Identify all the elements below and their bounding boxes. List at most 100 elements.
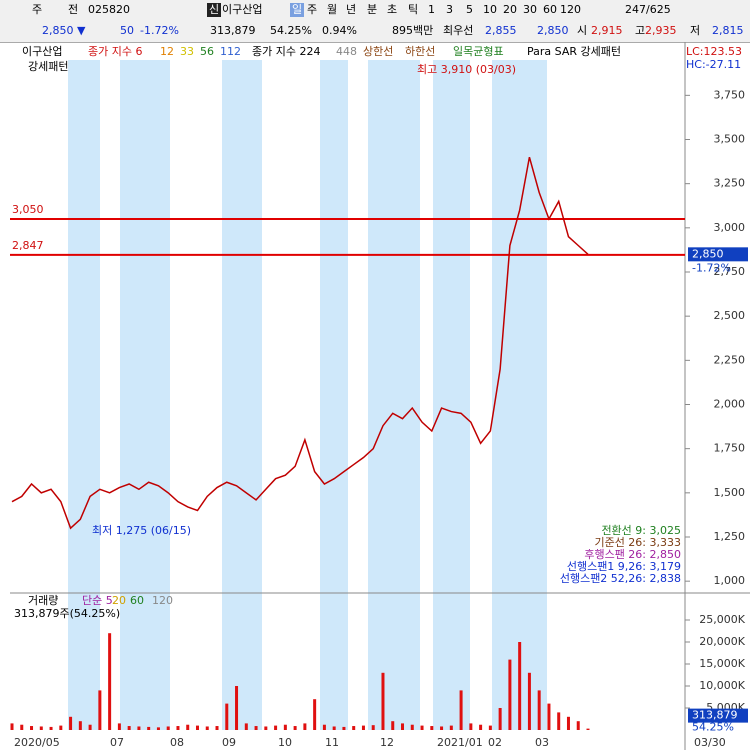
- volume-bar: [332, 726, 336, 730]
- volume-bar: [98, 690, 102, 730]
- y-tick-label: 25,000K: [699, 613, 745, 626]
- toolbar-item[interactable]: 1: [428, 3, 435, 16]
- volume-summary: 313,879주(54.25%): [14, 607, 120, 620]
- volume-bar: [88, 724, 92, 730]
- volume-bar: [352, 726, 356, 730]
- legend-item: 112: [220, 45, 241, 58]
- toolbar-item[interactable]: 30: [523, 3, 537, 16]
- y-tick-label: 15,000K: [699, 657, 745, 670]
- toolbar-item[interactable]: 20: [503, 3, 517, 16]
- legend-item: 하한선: [405, 45, 436, 58]
- top-bars: [0, 0, 750, 43]
- legend-item: 33: [180, 45, 194, 58]
- quote-field: 895백만: [392, 24, 434, 37]
- toolbar-item[interactable]: 247/625: [625, 3, 671, 16]
- y-tick-label: 1,500: [714, 486, 746, 499]
- current-price-label: 2,850: [692, 247, 724, 260]
- quote-field: 50: [120, 24, 134, 37]
- volume-bar: [586, 728, 590, 730]
- current-volume-box: [688, 708, 748, 723]
- y-tick-label: 2,500: [714, 309, 746, 322]
- y-tick-label: 10,000K: [699, 679, 745, 692]
- indicator-readout: 전환선 9: 3,025: [601, 524, 681, 537]
- toolbar-item[interactable]: 신: [207, 3, 222, 17]
- volume-bar: [274, 725, 278, 730]
- toolbar-item[interactable]: 025820: [88, 3, 130, 16]
- volume-bar: [283, 724, 287, 730]
- month-shading: [68, 60, 547, 730]
- legend-item: HC:-27.11: [686, 58, 742, 71]
- volume-bar: [440, 726, 444, 730]
- y-tick-label: 1,750: [714, 442, 746, 455]
- quote-field: 최우선: [443, 24, 474, 37]
- quote-field: 54.25%: [270, 24, 312, 37]
- volume-bar: [479, 724, 483, 730]
- volume-bar: [78, 721, 82, 730]
- change-label: -1.72%: [692, 261, 731, 274]
- volume-bar: [547, 703, 551, 730]
- toolbar-item[interactable]: 전: [68, 3, 79, 16]
- y-tick-label: 3,750: [714, 88, 746, 101]
- volume-bar: [137, 726, 141, 730]
- toolbar-item[interactable]: 틱: [408, 3, 419, 16]
- legend-item: 56: [200, 45, 214, 58]
- volume-bar: [235, 686, 239, 730]
- indicator-readout: 후행스팬 26: 2,850: [584, 548, 681, 561]
- volume-legend: 거래량: [28, 594, 58, 607]
- volume-bar: [361, 725, 365, 730]
- toolbar-item[interactable]: 주: [32, 3, 43, 16]
- volume-bar: [576, 721, 580, 730]
- legend-item: 상한선: [363, 45, 394, 58]
- legend-item: 이구산업: [22, 45, 63, 58]
- toolbar-item[interactable]: 분: [367, 3, 378, 16]
- volume-bar: [508, 659, 512, 730]
- volume-bar: [371, 725, 375, 730]
- volume-bar: [195, 725, 199, 730]
- quote-field: 2,850 ▼: [42, 24, 86, 37]
- quote-field: 2,915: [591, 24, 623, 37]
- toolbar-item[interactable]: 주: [307, 3, 318, 16]
- volume-bar: [430, 726, 434, 730]
- volume-bar: [30, 726, 34, 730]
- volume-bar: [391, 721, 395, 730]
- volume-bar: [469, 723, 473, 730]
- y-tick-label: 2,750: [714, 265, 746, 278]
- reference-label: 2,847: [12, 239, 44, 252]
- volume-ma-legend: 단순 5: [82, 594, 113, 607]
- toolbar-item[interactable]: 5: [466, 3, 473, 16]
- legend-item: 448: [336, 45, 357, 58]
- toolbar-item[interactable]: 10: [483, 3, 497, 16]
- date-label: 07: [110, 736, 124, 749]
- y-tick-label: 20,000K: [699, 635, 745, 648]
- toolbar-item[interactable]: 120: [560, 3, 581, 16]
- indicator-readout: 기준선 26: 3,333: [594, 536, 681, 549]
- toolbar-item[interactable]: 초: [387, 3, 398, 16]
- indicator-readout: 선행스팬2 52,26: 2,838: [560, 572, 681, 585]
- toolbar-item[interactable]: 60: [543, 3, 557, 16]
- indicator-readout: 선행스팬1 9,26: 3,179: [567, 560, 681, 573]
- volume-bar: [215, 726, 219, 730]
- volume-bar: [205, 726, 209, 730]
- volume-bar: [313, 699, 317, 730]
- legend-item: LC:123.53: [686, 45, 743, 58]
- current-price-box: [688, 247, 748, 262]
- toolbar-item[interactable]: 일: [290, 3, 305, 17]
- y-tick-label: 1,250: [714, 530, 746, 543]
- volume-bar: [381, 672, 385, 730]
- toolbar-item[interactable]: 년: [346, 3, 357, 16]
- quote-field: -1.72%: [140, 24, 179, 37]
- legend-item: Para SAR 강세패턴: [527, 45, 621, 58]
- date-label: 09: [222, 736, 236, 749]
- toolbar-item[interactable]: 월: [327, 3, 338, 16]
- volume-bar: [147, 726, 151, 730]
- quote-field: 2,855: [485, 24, 517, 37]
- toolbar-item[interactable]: 3: [446, 3, 453, 16]
- current-volume-label: 313,879: [692, 709, 738, 722]
- volume-bar: [254, 726, 258, 730]
- date-label: 2020/05: [14, 736, 60, 749]
- toolbar-item[interactable]: 이구산업: [222, 3, 263, 16]
- date-label: 10: [278, 736, 292, 749]
- volume-bar: [537, 690, 541, 730]
